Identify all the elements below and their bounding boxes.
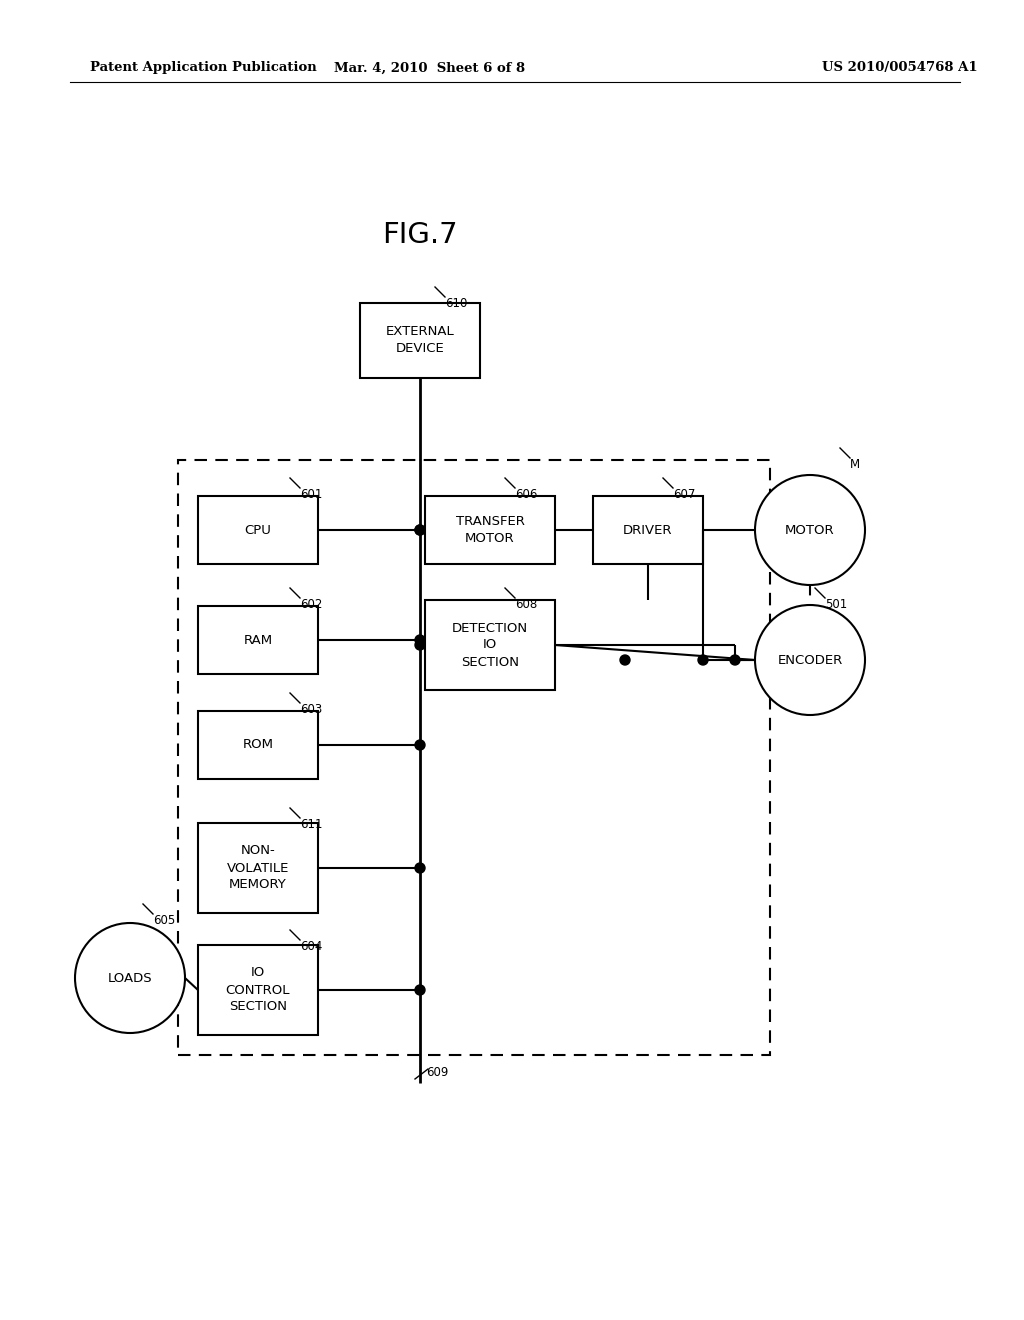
Text: CPU: CPU — [245, 524, 271, 536]
Bar — [425, 496, 555, 564]
Text: 603: 603 — [300, 704, 323, 715]
Text: 605: 605 — [153, 913, 175, 927]
Text: 602: 602 — [300, 598, 323, 611]
Bar — [198, 711, 318, 779]
Text: Mar. 4, 2010  Sheet 6 of 8: Mar. 4, 2010 Sheet 6 of 8 — [335, 62, 525, 74]
Circle shape — [730, 655, 740, 665]
Text: TRANSFER
MOTOR: TRANSFER MOTOR — [456, 515, 524, 545]
Circle shape — [415, 640, 425, 649]
Text: NON-
VOLATILE
MEMORY: NON- VOLATILE MEMORY — [226, 845, 289, 891]
Text: ENCODER: ENCODER — [777, 653, 843, 667]
Circle shape — [415, 525, 425, 535]
Circle shape — [755, 475, 865, 585]
Text: LOADS: LOADS — [108, 972, 153, 985]
Text: M: M — [850, 458, 860, 471]
Bar — [198, 945, 318, 1035]
Text: Patent Application Publication: Patent Application Publication — [90, 62, 316, 74]
Text: DRIVER: DRIVER — [624, 524, 673, 536]
Circle shape — [698, 655, 708, 665]
Text: FIG.7: FIG.7 — [382, 220, 458, 249]
Bar — [198, 496, 318, 564]
Text: 606: 606 — [515, 488, 538, 502]
Text: 608: 608 — [515, 598, 538, 611]
Circle shape — [75, 923, 185, 1034]
Text: RAM: RAM — [244, 634, 272, 647]
Circle shape — [415, 863, 425, 873]
Circle shape — [755, 605, 865, 715]
Bar — [425, 601, 555, 690]
Text: 501: 501 — [825, 598, 847, 611]
Text: IO
CONTROL
SECTION: IO CONTROL SECTION — [225, 966, 290, 1014]
Text: US 2010/0054768 A1: US 2010/0054768 A1 — [822, 62, 978, 74]
Text: 607: 607 — [673, 488, 695, 502]
Bar — [593, 496, 703, 564]
Bar — [360, 302, 480, 378]
Text: 601: 601 — [300, 488, 323, 502]
Text: 610: 610 — [445, 297, 467, 310]
Circle shape — [620, 655, 630, 665]
Text: 611: 611 — [300, 818, 323, 832]
Bar — [198, 822, 318, 913]
Text: EXTERNAL
DEVICE: EXTERNAL DEVICE — [386, 325, 455, 355]
Text: MOTOR: MOTOR — [785, 524, 835, 536]
Circle shape — [415, 635, 425, 645]
Text: DETECTION
IO
SECTION: DETECTION IO SECTION — [452, 622, 528, 668]
Text: 609: 609 — [426, 1067, 449, 1080]
Circle shape — [415, 985, 425, 995]
Bar — [178, 459, 770, 1055]
Bar — [198, 606, 318, 675]
Circle shape — [415, 741, 425, 750]
Text: ROM: ROM — [243, 738, 273, 751]
Text: 604: 604 — [300, 940, 323, 953]
Circle shape — [415, 525, 425, 535]
